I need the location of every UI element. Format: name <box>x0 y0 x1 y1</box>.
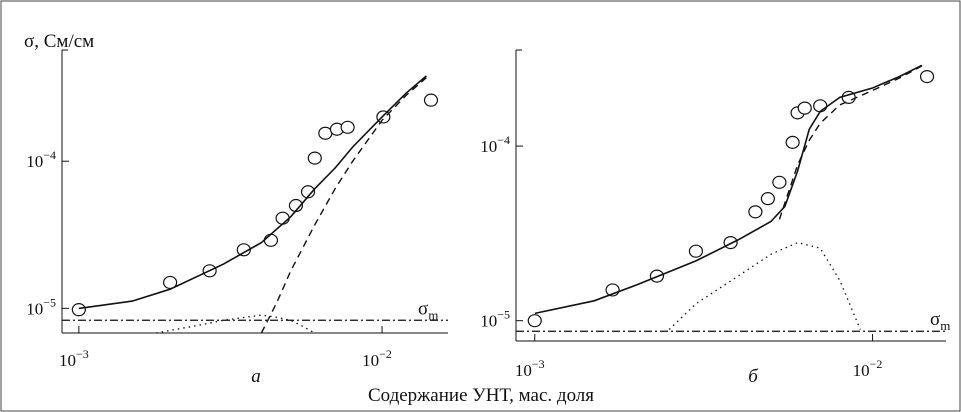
dashed-curve <box>260 77 427 334</box>
data-point <box>813 99 828 113</box>
data-point <box>71 303 86 317</box>
data-point <box>527 314 542 328</box>
data-point <box>275 211 290 225</box>
x-tick-label: 10−2 <box>362 347 392 370</box>
total-curve <box>78 75 427 310</box>
data-point <box>748 205 763 219</box>
data-point <box>723 236 738 250</box>
data-point <box>772 175 787 189</box>
data-point <box>340 120 355 134</box>
dashed-curve <box>778 65 923 220</box>
data-point <box>263 233 279 247</box>
x-tick-label: 10−3 <box>59 347 89 370</box>
data-point <box>688 244 704 258</box>
y-tick-label: 10−5 <box>26 295 56 318</box>
x-tick-label: 10−3 <box>515 357 545 380</box>
sigma-m-label: σm <box>418 298 438 322</box>
panel-letter: а <box>251 366 261 387</box>
y-tick-label: 10−5 <box>480 308 510 331</box>
data-point <box>760 192 775 206</box>
panel-letter: б <box>748 366 759 387</box>
total-curve <box>534 64 923 315</box>
chart-panel-b: 10−5 10−4 10−3 10−2 σm б <box>480 49 950 387</box>
dotted-curve <box>668 241 861 330</box>
data-point <box>797 101 812 115</box>
y-tick-label: 10−4 <box>480 133 510 156</box>
sigma-m-label: σm <box>930 309 950 333</box>
data-point <box>785 135 800 149</box>
data-point <box>919 69 935 84</box>
x-axis-label: Содержание УНТ, мас. доля <box>368 385 594 406</box>
y-axis-label: σ, См/см <box>24 31 94 52</box>
chart-panel-a: 10−5 10−4 10−3 10−2 σm а <box>26 49 448 387</box>
data-point <box>423 93 439 107</box>
y-tick-label: 10−4 <box>26 148 56 171</box>
data-point <box>307 151 322 165</box>
x-tick-label: 10−2 <box>853 357 883 380</box>
